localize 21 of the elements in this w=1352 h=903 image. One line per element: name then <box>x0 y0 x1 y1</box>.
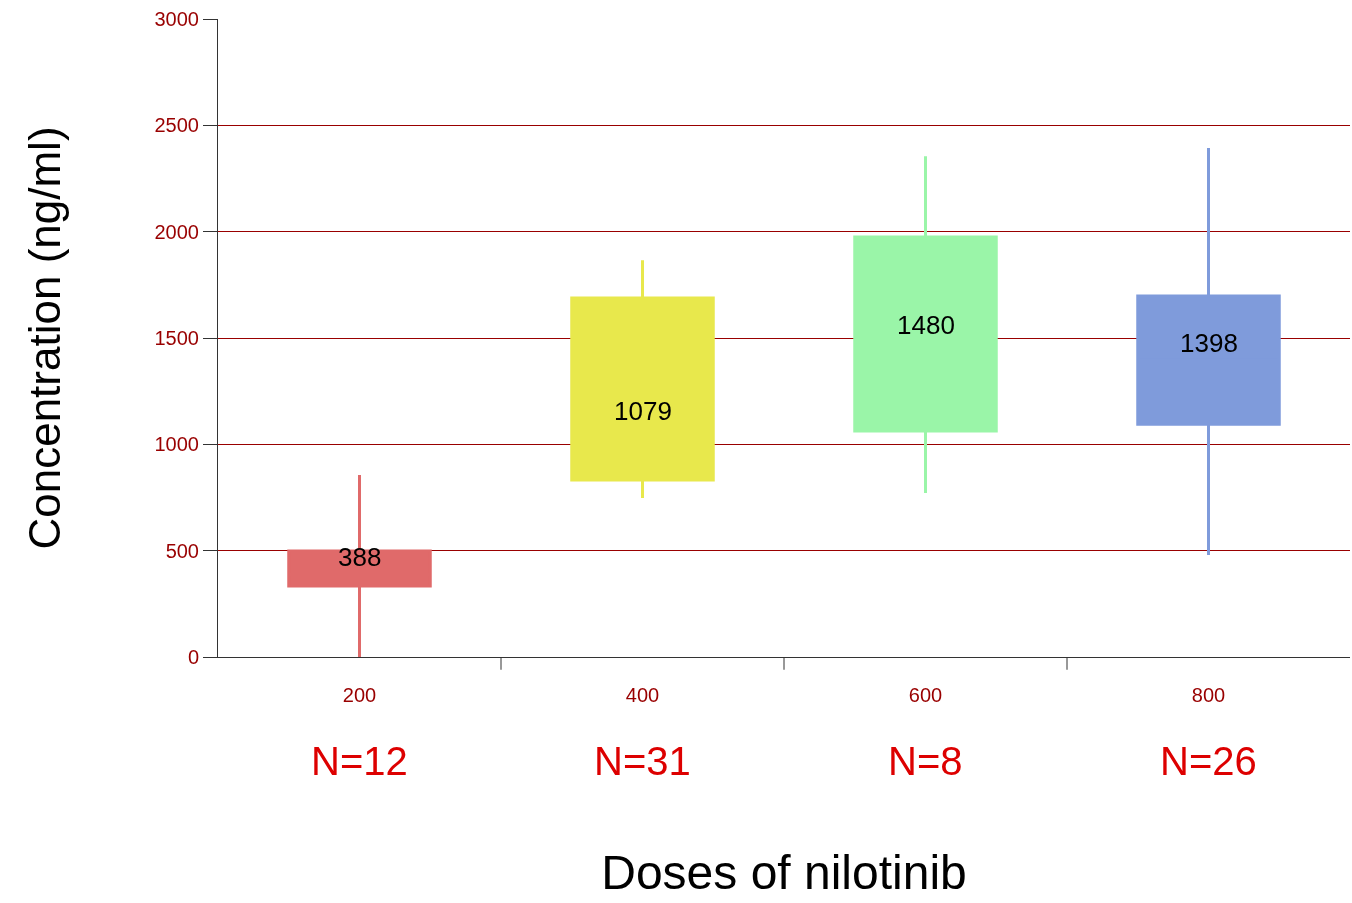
y-tick-label: 3000 <box>154 8 199 30</box>
x-tick-label: 200 <box>342 684 377 706</box>
text: N=26 <box>1160 739 1257 783</box>
y-tick-label: 2000 <box>154 220 199 243</box>
annotation: 1079 <box>614 396 672 426</box>
y-axis-title: Concentration (ng/ml) <box>19 126 69 550</box>
y-tick-label: 0 <box>187 646 199 668</box>
y-tick-label: 2500 <box>154 114 199 137</box>
text: N=31 <box>594 739 691 783</box>
text: N=8 <box>888 739 963 783</box>
annotation: 388 <box>338 542 382 572</box>
text: N=12 <box>311 739 408 783</box>
annotation: 1398 <box>1180 328 1238 358</box>
y-tick-label: 1500 <box>154 327 199 349</box>
annotation: 1480 <box>897 310 955 340</box>
x-axis-title: Doses of nilotinib <box>601 846 967 900</box>
x-tick-label: 600 <box>908 684 943 706</box>
x-tick-label: 400 <box>625 684 660 706</box>
y-tick-label: 500 <box>165 539 199 562</box>
x-tick-label: 800 <box>1191 684 1226 706</box>
y-tick-label: 1000 <box>154 433 199 456</box>
